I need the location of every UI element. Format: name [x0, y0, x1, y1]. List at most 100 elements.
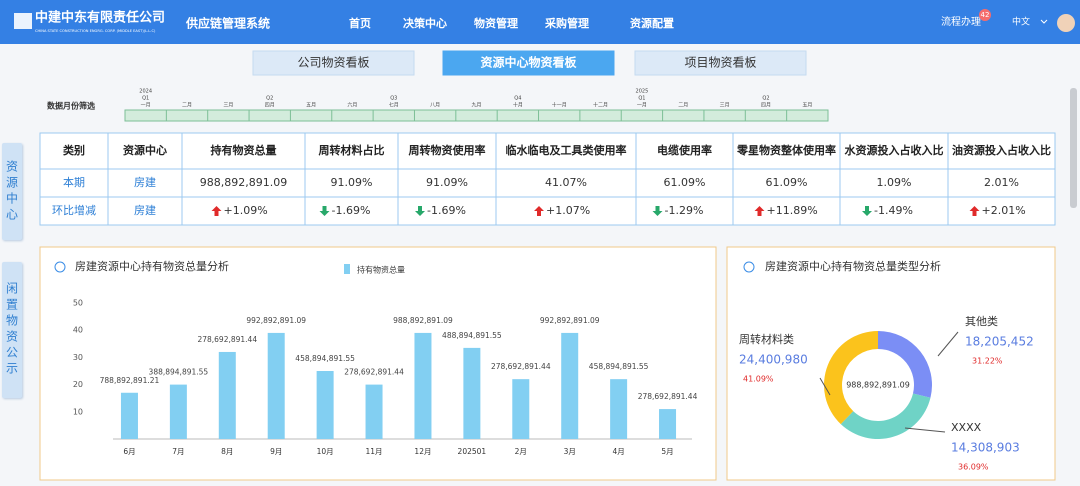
timeline-quarter: Q1 [142, 96, 149, 102]
bar[interactable] [169, 384, 187, 439]
tab-label[interactable]: 公司物资看板 [297, 56, 369, 70]
leader-line [904, 427, 946, 433]
timeline-track[interactable] [124, 109, 829, 122]
table-cell: 环比增减 [52, 203, 96, 217]
x-tick-label: 9月 [270, 447, 282, 456]
bar[interactable] [120, 392, 138, 439]
y-tick-label: 20 [73, 380, 83, 389]
nav-item[interactable]: 采购管理 [544, 16, 589, 30]
timeline-quarter: Q2 [266, 96, 273, 102]
timeline-month[interactable]: 一月 [637, 103, 647, 109]
timeline-month[interactable]: 二月 [678, 103, 688, 109]
nav-item[interactable]: 物资管理 [474, 16, 518, 30]
timeline-quarter: Q3 [390, 96, 397, 102]
panel-icon [743, 261, 755, 273]
segment-name: 周转材料类 [739, 332, 794, 346]
segment-amount: 18,205,452 [965, 335, 1034, 349]
legend-swatch [344, 264, 350, 274]
table-header: 周转物资使用率 [409, 143, 486, 157]
x-tick-label: 202501 [458, 447, 487, 456]
x-tick-label: 11月 [366, 447, 383, 456]
bar[interactable] [463, 347, 481, 439]
trend-arrow [862, 206, 872, 216]
timeline-label: 数据月份筛选 [47, 101, 95, 111]
x-tick-label: 7月 [172, 447, 184, 456]
bar-annotation: 278,692,891.44 [638, 392, 698, 401]
tab-label[interactable]: 项目物资看板 [684, 56, 756, 70]
bar[interactable] [659, 409, 677, 439]
timeline-year: 2024 [139, 89, 152, 95]
bar[interactable] [218, 351, 236, 439]
nav-item[interactable]: 首页 [349, 16, 371, 30]
tab-label[interactable]: 资源中心物资看板 [480, 55, 577, 70]
bar[interactable] [267, 332, 285, 439]
bar-annotation: 992,892,891.09 [540, 316, 600, 325]
table-cell: 91.09% [426, 176, 468, 189]
table-cell: +1.09% [224, 204, 268, 217]
table-header: 持有物资总量 [211, 143, 277, 157]
language[interactable]: 中文 [1012, 16, 1030, 28]
nav-item[interactable]: 决策中心 [403, 16, 447, 30]
timeline-month[interactable]: 四月 [761, 103, 771, 109]
timeline-month[interactable]: 三月 [720, 103, 730, 109]
table-header: 类别 [63, 143, 85, 157]
donut-segment[interactable] [878, 331, 932, 398]
bar[interactable] [512, 379, 530, 439]
avatar[interactable] [1057, 14, 1075, 32]
bar[interactable] [561, 332, 579, 439]
trend-arrow [211, 206, 222, 216]
tab[interactable] [634, 50, 807, 76]
chart-title: 房建资源中心持有物资总量分析 [75, 259, 229, 273]
tab[interactable] [442, 50, 615, 76]
trend-arrow [652, 206, 663, 216]
table-cell: -1.29% [665, 204, 704, 217]
lang-chevron[interactable] [1040, 19, 1048, 24]
table-header: 临水临电及工具类使用率 [506, 143, 627, 157]
timeline-month[interactable]: 九月 [471, 102, 481, 109]
timeline-month[interactable]: 六月 [347, 102, 357, 109]
segment-percent: 41.09% [743, 375, 774, 384]
timeline-month[interactable]: 七月 [389, 102, 399, 109]
x-tick-label: 6月 [123, 447, 135, 456]
timeline-month[interactable]: 十二月 [593, 102, 608, 109]
donut-segment[interactable] [840, 393, 931, 440]
process-link[interactable]: 流程办理 [941, 15, 981, 28]
x-tick-label: 5月 [661, 447, 673, 456]
header-bar [0, 0, 1080, 44]
donut-center: 988,892,891.09 [846, 381, 910, 390]
timeline-month[interactable]: 八月 [430, 103, 440, 109]
system-name: 供应链管理系统 [185, 16, 270, 31]
bar[interactable] [610, 379, 628, 439]
bar[interactable] [365, 384, 383, 439]
timeline-month[interactable]: 一月 [141, 103, 151, 109]
y-tick-label: 50 [73, 299, 83, 308]
timeline-month[interactable]: 五月 [802, 103, 812, 109]
timeline-month[interactable]: 十月 [513, 102, 523, 109]
table-header: 周转材料占比 [319, 143, 385, 157]
table-bg [39, 132, 1056, 226]
logo-icon [14, 13, 32, 29]
bar-annotation: 278,692,891.44 [344, 368, 404, 377]
leader-line [819, 377, 831, 396]
pie-panel [726, 246, 1056, 481]
timeline-quarter: Q4 [514, 96, 521, 102]
timeline-quarter: Q2 [762, 96, 769, 102]
timeline-month[interactable]: 三月 [223, 103, 233, 109]
donut-segment[interactable] [824, 331, 878, 425]
timeline-month[interactable]: 二月 [182, 103, 192, 109]
bar[interactable] [316, 371, 334, 439]
nav-item[interactable]: 资源配置 [630, 16, 674, 30]
timeline-month[interactable]: 五月 [306, 103, 316, 109]
x-tick-label: 4月 [612, 447, 624, 456]
table-cell: 91.09% [331, 176, 373, 189]
side-tab[interactable]: 闲置物资公示 [2, 262, 22, 398]
timeline-month[interactable]: 四月 [265, 103, 275, 109]
side-tab[interactable]: 资源中心 [2, 143, 22, 240]
badge [979, 9, 991, 21]
table-cell: 41.07% [545, 176, 587, 189]
timeline-month[interactable]: 十一月 [552, 102, 567, 109]
tab[interactable] [252, 50, 415, 76]
bar[interactable] [414, 332, 432, 439]
bar-annotation: 788,892,891.21 [100, 376, 160, 385]
table-cell: 61.09% [766, 176, 808, 189]
